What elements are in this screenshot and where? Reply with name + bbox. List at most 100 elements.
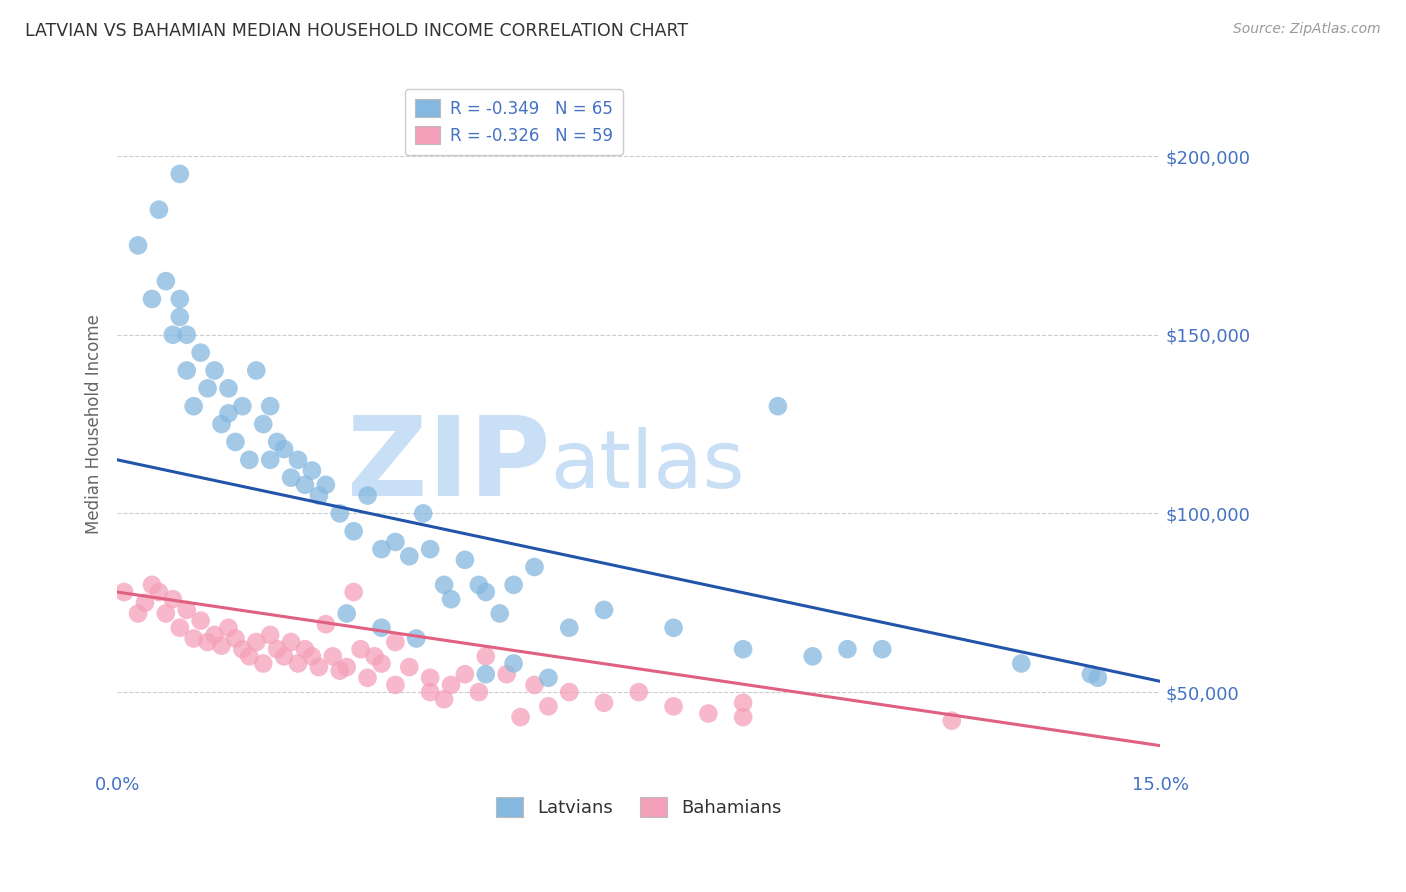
Point	[287, 452, 309, 467]
Point	[662, 621, 685, 635]
Point	[211, 417, 233, 431]
Point	[217, 406, 239, 420]
Point	[370, 621, 392, 635]
Point	[190, 345, 212, 359]
Point	[252, 657, 274, 671]
Point	[384, 678, 406, 692]
Point	[197, 381, 219, 395]
Point	[224, 632, 246, 646]
Point	[502, 578, 524, 592]
Point	[537, 699, 560, 714]
Point	[488, 607, 510, 621]
Point	[336, 607, 359, 621]
Point	[141, 578, 163, 592]
Point	[398, 549, 420, 564]
Point	[238, 452, 260, 467]
Point	[336, 660, 359, 674]
Point	[419, 685, 441, 699]
Point	[356, 489, 378, 503]
Point	[287, 657, 309, 671]
Point	[315, 478, 337, 492]
Point	[941, 714, 963, 728]
Point	[440, 592, 463, 607]
Point	[266, 434, 288, 449]
Text: LATVIAN VS BAHAMIAN MEDIAN HOUSEHOLD INCOME CORRELATION CHART: LATVIAN VS BAHAMIAN MEDIAN HOUSEHOLD INC…	[25, 22, 689, 40]
Point	[343, 524, 366, 539]
Y-axis label: Median Household Income: Median Household Income	[86, 314, 103, 534]
Point	[322, 649, 344, 664]
Point	[127, 238, 149, 252]
Point	[329, 664, 352, 678]
Point	[766, 399, 789, 413]
Point	[733, 710, 755, 724]
Point	[384, 635, 406, 649]
Point	[259, 452, 281, 467]
Point	[419, 671, 441, 685]
Point	[419, 542, 441, 557]
Point	[273, 442, 295, 456]
Point	[183, 632, 205, 646]
Point	[1010, 657, 1032, 671]
Point	[801, 649, 824, 664]
Point	[169, 310, 191, 324]
Point	[363, 649, 385, 664]
Point	[433, 578, 456, 592]
Point	[370, 542, 392, 557]
Point	[217, 381, 239, 395]
Point	[266, 642, 288, 657]
Point	[495, 667, 517, 681]
Point	[148, 585, 170, 599]
Point	[733, 642, 755, 657]
Point	[211, 639, 233, 653]
Point	[259, 628, 281, 642]
Point	[259, 399, 281, 413]
Point	[468, 578, 491, 592]
Point	[280, 471, 302, 485]
Point	[308, 489, 330, 503]
Point	[176, 327, 198, 342]
Point	[475, 649, 498, 664]
Point	[523, 678, 546, 692]
Point	[733, 696, 755, 710]
Point	[294, 478, 316, 492]
Point	[440, 678, 463, 692]
Point	[370, 657, 392, 671]
Point	[162, 327, 184, 342]
Point	[190, 614, 212, 628]
Legend: Latvians, Bahamians: Latvians, Bahamians	[488, 789, 789, 824]
Point	[217, 621, 239, 635]
Point	[509, 710, 531, 724]
Point	[148, 202, 170, 217]
Point	[231, 642, 253, 657]
Point	[176, 363, 198, 377]
Point	[245, 635, 267, 649]
Point	[315, 617, 337, 632]
Point	[870, 642, 893, 657]
Point	[183, 399, 205, 413]
Point	[112, 585, 135, 599]
Point	[127, 607, 149, 621]
Point	[294, 642, 316, 657]
Point	[169, 621, 191, 635]
Point	[405, 632, 427, 646]
Point	[134, 596, 156, 610]
Text: ZIP: ZIP	[347, 412, 550, 519]
Point	[697, 706, 720, 721]
Point	[273, 649, 295, 664]
Point	[252, 417, 274, 431]
Point	[162, 592, 184, 607]
Point	[398, 660, 420, 674]
Point	[343, 585, 366, 599]
Point	[593, 696, 616, 710]
Point	[475, 585, 498, 599]
Point	[329, 507, 352, 521]
Point	[141, 292, 163, 306]
Point	[280, 635, 302, 649]
Point	[169, 292, 191, 306]
Point	[231, 399, 253, 413]
Point	[245, 363, 267, 377]
Point	[224, 434, 246, 449]
Point	[301, 649, 323, 664]
Point	[433, 692, 456, 706]
Point	[537, 671, 560, 685]
